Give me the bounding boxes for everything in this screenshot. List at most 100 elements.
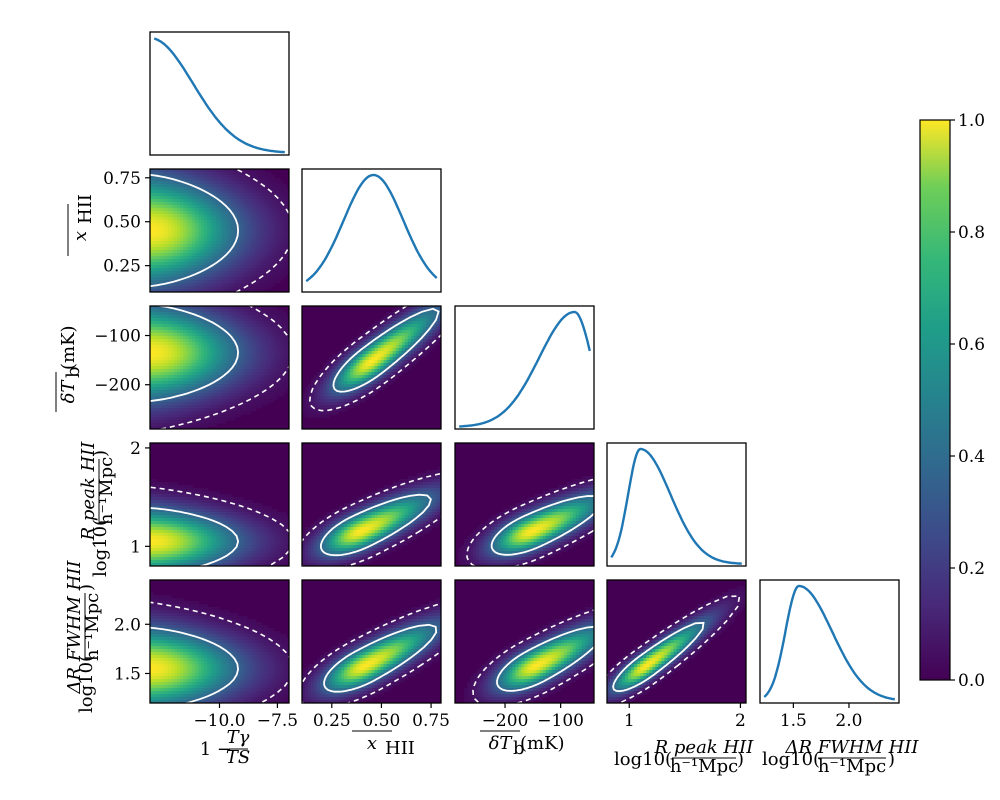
density-cell <box>189 554 193 558</box>
density-cell <box>282 315 287 319</box>
density-cell <box>150 610 154 614</box>
density-cell <box>165 482 169 486</box>
density-cell <box>279 193 284 197</box>
density-cell <box>180 220 184 224</box>
density-cell <box>174 190 178 194</box>
density-cell <box>222 178 227 182</box>
density-cell <box>189 271 193 275</box>
density-cell <box>156 268 160 272</box>
density-cell <box>165 321 169 325</box>
density-cell <box>222 563 227 566</box>
density-cell <box>270 336 275 340</box>
density-cell <box>204 339 209 343</box>
density-cell <box>267 357 272 361</box>
density-cell <box>219 187 224 191</box>
density-cell <box>213 178 218 182</box>
density-cell <box>255 253 260 257</box>
density-cell <box>264 253 269 257</box>
density-cell <box>153 485 157 489</box>
density-cell <box>186 408 190 412</box>
density-cell <box>186 259 190 263</box>
density-cell <box>240 223 245 227</box>
density-cell <box>156 271 160 275</box>
density-cell <box>174 169 178 173</box>
density-cell <box>159 491 163 495</box>
density-cell <box>210 330 215 334</box>
density-cell <box>249 277 254 281</box>
density-cell <box>258 318 263 322</box>
density-cell <box>222 196 227 200</box>
density-cell <box>210 238 215 242</box>
density-cell <box>201 312 205 316</box>
density-cell <box>243 521 248 525</box>
density-cell <box>276 369 281 373</box>
density-cell <box>231 527 236 531</box>
density-cell <box>267 238 272 242</box>
density-cell <box>252 309 257 313</box>
density-cell <box>258 560 263 564</box>
density-cell <box>210 315 215 319</box>
density-cell <box>279 211 284 215</box>
density-cell <box>267 214 272 218</box>
density-cell <box>192 411 196 415</box>
density-cell <box>225 181 230 185</box>
density-cell <box>204 199 209 203</box>
density-cell <box>273 262 278 266</box>
density-cell <box>213 551 218 555</box>
density-cell <box>195 509 199 513</box>
density-cell <box>246 211 251 215</box>
density-cell <box>186 229 190 233</box>
density-cell <box>198 497 202 501</box>
density-cell <box>198 509 202 513</box>
density-cell <box>156 527 160 531</box>
density-cell <box>225 208 230 212</box>
density-cell <box>183 202 187 206</box>
density-cell <box>231 551 236 555</box>
density-cell <box>195 414 199 418</box>
density-cell <box>171 390 175 394</box>
density-cell <box>228 366 233 370</box>
density-cell <box>273 217 278 221</box>
density-cell <box>264 527 269 531</box>
density-cell <box>189 354 193 358</box>
density-cell <box>234 208 239 212</box>
density-cell <box>219 208 224 212</box>
density-cell <box>210 515 215 519</box>
density-cell <box>168 226 172 230</box>
density-cell <box>150 327 154 331</box>
density-cell <box>171 354 175 358</box>
density-cell <box>168 181 172 185</box>
density-cell <box>168 336 172 340</box>
density-cell <box>207 357 212 361</box>
density-cell <box>168 503 172 507</box>
density-cell <box>243 196 248 200</box>
density-cell <box>195 497 199 501</box>
density-cell <box>165 366 169 370</box>
density-cell <box>243 360 248 364</box>
density-cell <box>177 178 181 182</box>
density-cell <box>237 357 242 361</box>
density-cell <box>249 351 254 355</box>
density-cell <box>264 521 269 525</box>
density-cell <box>243 321 248 325</box>
density-cell <box>192 506 196 510</box>
density-cell <box>219 548 224 552</box>
density-cell <box>243 289 248 292</box>
density-cell <box>183 211 187 215</box>
density-cell <box>246 360 251 364</box>
density-cell <box>186 402 190 406</box>
density-cell <box>192 229 196 233</box>
density-cell <box>285 229 289 233</box>
density-cell <box>219 503 224 507</box>
density-cell <box>153 321 157 325</box>
density-cell <box>219 551 224 555</box>
density-cell <box>159 500 163 504</box>
density-cell <box>225 494 230 498</box>
density-cell <box>267 396 272 400</box>
density-cell <box>180 321 184 325</box>
density-cell <box>234 384 239 388</box>
density-cell <box>153 664 157 668</box>
density-cell <box>177 417 181 421</box>
density-cell <box>234 518 239 522</box>
density-cell <box>183 506 187 510</box>
